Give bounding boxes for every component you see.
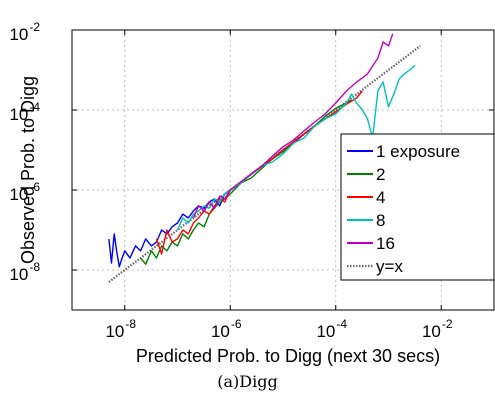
x-tick-label: 10-2	[422, 317, 453, 341]
series-layer	[108, 33, 421, 283]
chart: 10-8 10-6 10-4 10-210-810-610-410-2 Predict…	[9, 20, 495, 366]
legend: 1 exposure 2 4 8 16 y=x	[340, 133, 495, 281]
y-tick-label: 10-2	[9, 20, 40, 44]
legend-label: y=x	[376, 257, 403, 276]
legend-label: 16	[376, 234, 395, 253]
legend-label: 1 exposure	[376, 142, 460, 161]
x-tick-label: 10-6	[211, 317, 242, 341]
y-tick-exponent: -6	[29, 180, 40, 194]
x-tick-exponent: -6	[231, 317, 242, 331]
x-tick-exponent: -4	[336, 317, 347, 331]
legend-label: 2	[376, 165, 385, 184]
series-line-16	[192, 33, 394, 219]
y-tick-exponent: -4	[29, 100, 40, 114]
x-tick-exponent: -8	[125, 317, 136, 331]
x-tick-exponent: -2	[442, 317, 453, 331]
legend-label: 8	[376, 211, 385, 230]
legend-box	[340, 133, 495, 281]
x-tick-label: 10-8	[105, 317, 136, 341]
x-axis-label: Predicted Prob. to Digg (next 30 secs)	[136, 346, 440, 366]
series-line-8	[176, 64, 416, 231]
x-tick-label: 10-4	[316, 317, 347, 341]
legend-label: 4	[376, 188, 385, 207]
y-axis-label: Observed Prob. to Digg	[18, 76, 38, 264]
y-tick-exponent: -8	[29, 260, 40, 274]
y-tick-exponent: -2	[29, 20, 40, 34]
figure-caption: (a)Digg	[217, 372, 278, 391]
